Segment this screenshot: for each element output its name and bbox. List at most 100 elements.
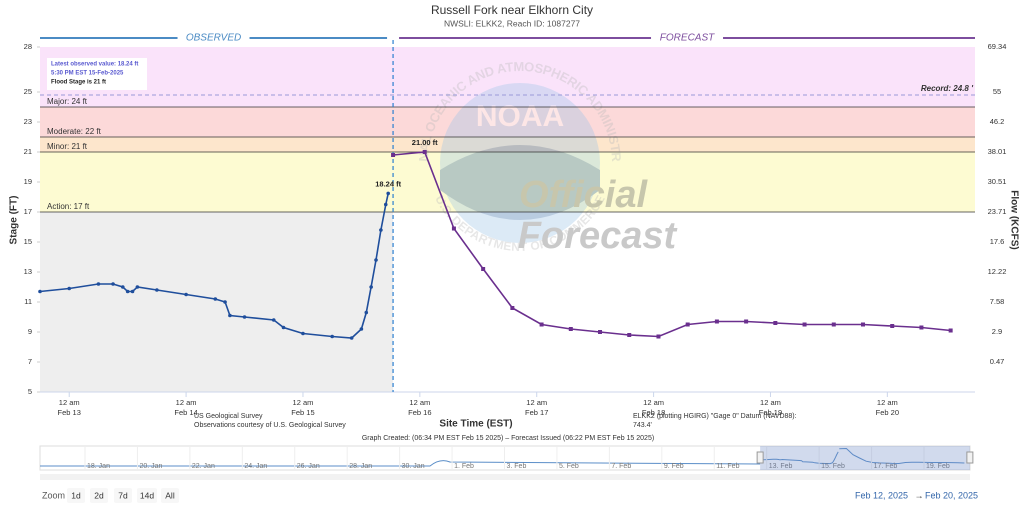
data-point	[281, 325, 286, 330]
y2-tick-label: 23.71	[988, 207, 1007, 216]
y2-tick-label: 46.2	[990, 117, 1005, 126]
zoom-button[interactable]	[161, 488, 179, 503]
y-tick-label: 9	[28, 327, 32, 336]
zoom-button[interactable]	[90, 488, 108, 503]
data-point	[890, 324, 895, 328]
data-point	[948, 328, 953, 333]
data-label: 21.00 ft	[412, 138, 438, 147]
data-point	[744, 319, 749, 324]
y-tick-label: 5	[28, 387, 32, 396]
data-point	[330, 334, 334, 339]
zoom-button[interactable]	[114, 488, 132, 503]
navigator-tick-label: 3. Feb	[507, 463, 527, 470]
data-point	[714, 319, 719, 324]
y2-axis-title: Flow (KCFS)	[1008, 190, 1019, 249]
chart-subtitle: NWSLI: ELKK2, Reach ID: 1087277	[444, 18, 580, 28]
record-label: Record: 24.8 '	[921, 84, 974, 93]
data-point	[860, 322, 865, 327]
data-point	[685, 322, 690, 327]
credit-text: US Geological Survey	[194, 413, 263, 420]
navigator-tick-label: 5. Feb	[559, 463, 579, 470]
navigator-tick-label: 19. Feb	[926, 463, 950, 470]
y2-tick-label: 0.47	[990, 357, 1005, 366]
data-point	[773, 321, 778, 325]
data-point	[831, 322, 836, 327]
info-box	[47, 58, 147, 90]
x-tick-date: Feb 16	[408, 408, 431, 417]
navigator-tick-label: 7. Feb	[611, 463, 631, 470]
data-point	[228, 313, 232, 318]
data-point	[802, 322, 807, 327]
navigator-tick-label: 24. Jan	[244, 463, 267, 470]
data-label: 18.24 ft	[375, 179, 401, 188]
data-point	[568, 327, 573, 331]
x-tick-date: Feb 14	[174, 408, 197, 417]
navigator-tick-label: 17. Feb	[874, 463, 898, 470]
flood-band	[40, 152, 975, 212]
section-label-bg	[177, 32, 250, 44]
zoom-button[interactable]	[67, 488, 85, 503]
navigator-handle[interactable]	[756, 451, 764, 464]
watermark-wave	[440, 145, 600, 220]
navigator-handle[interactable]	[966, 451, 974, 464]
flood-label: Minor: 21 ft	[47, 142, 88, 151]
data-point	[67, 286, 72, 291]
data-point	[96, 282, 101, 286]
data-point	[125, 289, 130, 294]
navigator-tick-label: 9. Feb	[664, 463, 684, 470]
info-text: Flood Stage is 21 ft	[51, 80, 106, 86]
x-tick-label: 12 am	[526, 398, 547, 407]
data-point	[135, 285, 140, 289]
x-tick-label: 12 am	[760, 398, 781, 407]
data-point	[120, 285, 125, 289]
navigator-tick-label: 1. Feb	[454, 463, 474, 470]
zoom-button[interactable]	[137, 488, 157, 503]
credit-text: Observations courtesy of U.S. Geological…	[194, 422, 346, 429]
x-tick-label: 12 am	[643, 398, 664, 407]
x-tick-label: 12 am	[59, 398, 80, 407]
navigator-tick-label: 20. Jan	[139, 463, 162, 470]
zoom-button-label[interactable]: 1d	[71, 490, 81, 500]
y-tick-label: 17	[24, 207, 32, 216]
y2-tick-label: 7.58	[990, 297, 1005, 306]
data-point	[539, 322, 544, 327]
range-to[interactable]: Feb 20, 2025	[925, 490, 978, 500]
y-tick-label: 13	[24, 267, 32, 276]
x-tick-label: 12 am	[877, 398, 898, 407]
data-point	[213, 297, 218, 301]
navigator-tick-label: 30. Jan	[402, 463, 425, 470]
flood-label: Action: 17 ft	[47, 202, 90, 211]
data-point	[379, 228, 383, 232]
data-point	[130, 289, 135, 294]
y-tick-label: 19	[24, 177, 32, 186]
zoom-button-label[interactable]: 2d	[94, 490, 104, 500]
flood-label: Moderate: 22 ft	[47, 127, 102, 136]
y2-tick-label: 12.22	[988, 267, 1007, 276]
flood-band	[40, 47, 975, 107]
y-axis-title: Stage (FT)	[9, 196, 20, 245]
info-text: 5:30 PM EST 15-Feb-2025	[51, 71, 124, 77]
range-from[interactable]: Feb 12, 2025	[855, 490, 908, 500]
chart-title: Russell Fork near Elkhorn City	[431, 3, 593, 17]
zoom-button-label[interactable]: 7d	[118, 490, 128, 500]
y2-tick-label: 69.34	[988, 42, 1007, 51]
data-point	[383, 202, 388, 207]
data-point	[627, 333, 632, 337]
graph-created: Graph Created: (06:34 PM EST Feb 15 2025…	[362, 435, 654, 442]
data-point	[364, 310, 369, 315]
watermark-emblem	[440, 83, 600, 243]
data-point	[359, 327, 364, 331]
range-separator: →	[915, 490, 924, 500]
x-tick-date: Feb 19	[759, 408, 782, 417]
zoom-button-label[interactable]: All	[165, 490, 175, 500]
y2-tick-label: 55	[993, 87, 1001, 96]
flood-band	[40, 137, 975, 152]
section-label: FORECAST	[660, 33, 715, 44]
info-text: Latest observed value: 18.24 ft	[51, 62, 138, 68]
x-axis-title: Site Time (EST)	[439, 419, 512, 430]
navigator-line	[760, 451, 839, 465]
x-tick-date: Feb 17	[525, 408, 548, 417]
zoom-button-label[interactable]: 14d	[140, 490, 154, 500]
y-tick-label: 23	[24, 117, 32, 126]
